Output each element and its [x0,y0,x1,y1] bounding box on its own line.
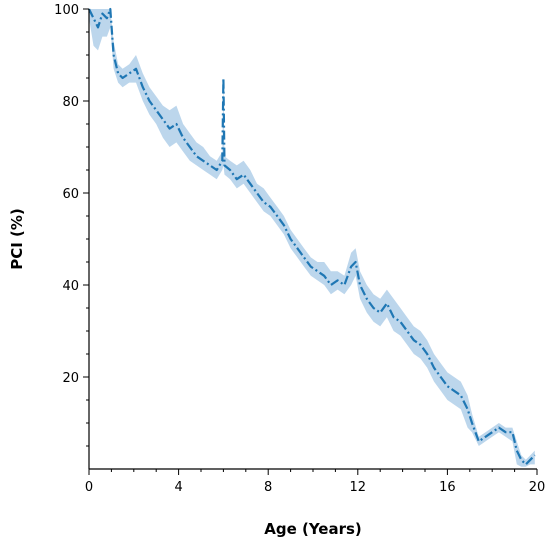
y-tick-label: 80 [62,95,79,110]
y-tick-label: 20 [62,371,79,386]
x-axis-title: Age (Years) [264,520,362,538]
x-tick-label: 20 [529,480,546,495]
confidence-band [89,9,535,467]
plot-area [88,7,536,467]
series-line [88,7,536,466]
x-tick-label: 12 [350,480,367,495]
x-tick-label: 8 [264,480,272,495]
y-tick-label: 60 [62,187,79,202]
axis-ticks: 0 4 8 12 16 20 20 40 60 80 100 [54,3,545,495]
x-tick-label: 4 [174,480,182,495]
x-tick-label: 16 [439,480,456,495]
y-tick-label: 100 [54,3,79,18]
y-tick-label: 40 [62,279,79,294]
x-tick-label: 0 [85,480,93,495]
y-axis-title: PCI (%) [8,208,26,270]
